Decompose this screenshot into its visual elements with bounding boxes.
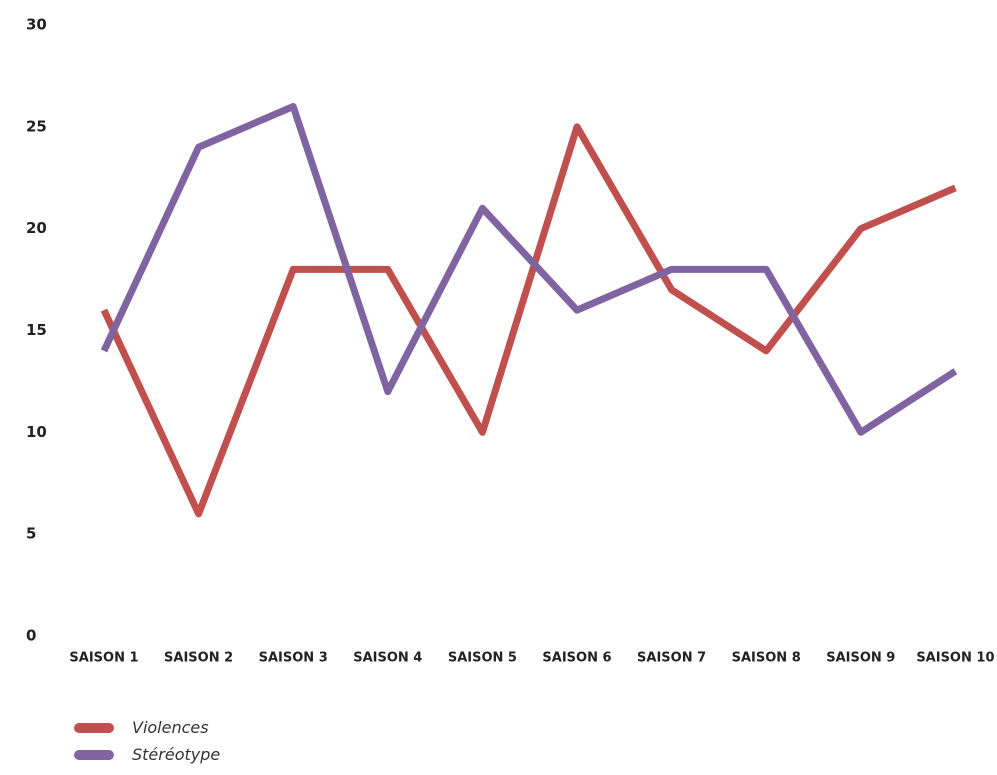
x-tick-label: SAISON 1 — [69, 651, 138, 666]
x-tick-label: SAISON 4 — [353, 651, 422, 666]
x-axis-ticks: SAISON 1 SAISON 2 SAISON 3 SAISON 4 SAISON 5… — [69, 651, 994, 666]
y-tick-label: 5 — [26, 525, 36, 543]
x-tick-label: SAISON 8 — [732, 651, 801, 666]
legend: Violences Stéréotype — [74, 714, 220, 768]
legend-label-stereotype: Stéréotype — [132, 745, 221, 764]
x-tick-label: SAISON 7 — [637, 651, 706, 666]
y-tick-label: 15 — [26, 321, 47, 339]
y-axis-ticks: 0 5 10 15 20 25 30 — [26, 16, 47, 645]
legend-item-violences: Violences — [74, 714, 220, 741]
y-tick-label: 0 — [26, 627, 36, 645]
y-tick-label: 25 — [26, 117, 47, 135]
legend-swatch-violences — [74, 722, 114, 733]
y-tick-label: 20 — [26, 219, 47, 237]
x-tick-label: SAISON 5 — [448, 651, 517, 666]
y-tick-label: 10 — [26, 423, 47, 441]
series-line-violences — [100, 123, 957, 518]
series-line-stereotype — [100, 103, 958, 436]
y-tick-label: 30 — [26, 16, 47, 34]
x-tick-label: SAISON 9 — [826, 651, 895, 666]
series-lines — [100, 103, 958, 518]
x-tick-label: SAISON 10 — [916, 651, 994, 666]
legend-item-stereotype: Stéréotype — [74, 741, 220, 768]
x-tick-label: SAISON 2 — [164, 651, 233, 666]
legend-swatch-stereotype — [74, 749, 114, 760]
x-tick-label: SAISON 6 — [542, 651, 611, 666]
x-tick-label: SAISON 3 — [259, 651, 328, 666]
legend-label-violences: Violences — [132, 718, 209, 737]
